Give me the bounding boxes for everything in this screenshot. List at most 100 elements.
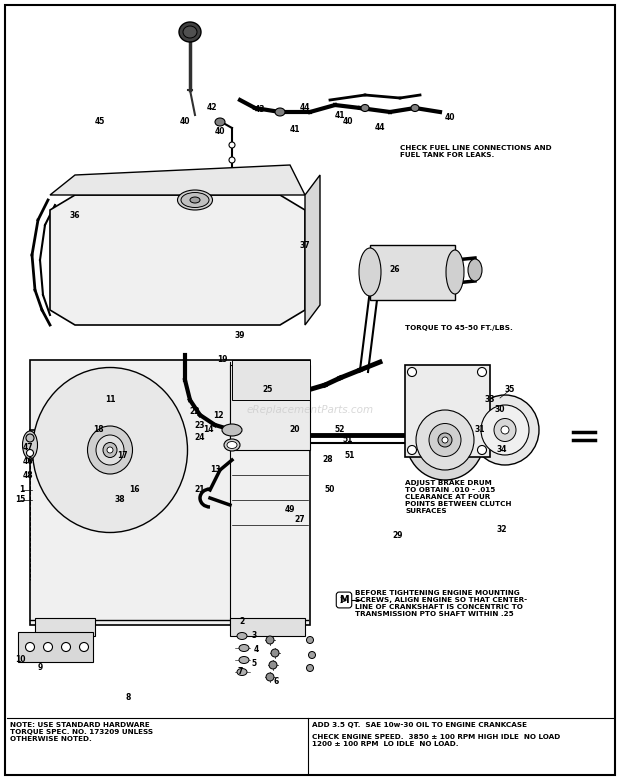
Text: 40: 40 bbox=[343, 118, 353, 126]
Text: 27: 27 bbox=[294, 516, 305, 524]
Ellipse shape bbox=[266, 673, 274, 681]
Ellipse shape bbox=[229, 142, 235, 148]
Text: 41: 41 bbox=[335, 111, 345, 119]
Ellipse shape bbox=[79, 643, 89, 651]
Text: 44: 44 bbox=[299, 104, 310, 112]
Text: 34: 34 bbox=[497, 445, 507, 455]
Text: 13: 13 bbox=[210, 466, 220, 474]
Ellipse shape bbox=[361, 105, 369, 112]
Ellipse shape bbox=[468, 259, 482, 281]
Ellipse shape bbox=[471, 395, 539, 465]
Text: 43: 43 bbox=[255, 105, 265, 115]
Text: 5: 5 bbox=[252, 658, 257, 668]
Ellipse shape bbox=[239, 657, 249, 664]
Ellipse shape bbox=[481, 405, 529, 455]
Ellipse shape bbox=[215, 118, 225, 126]
Ellipse shape bbox=[190, 197, 200, 203]
Bar bbox=[30, 360, 310, 625]
Text: 8: 8 bbox=[125, 693, 131, 703]
Bar bbox=[35, 618, 95, 636]
Ellipse shape bbox=[229, 157, 235, 163]
Ellipse shape bbox=[438, 433, 452, 447]
Text: 51: 51 bbox=[345, 451, 355, 459]
Text: 3: 3 bbox=[251, 632, 257, 640]
Text: CHECK ENGINE SPEED.  3850 ± 100 RPM HIGH IDLE  NO LOAD
1200 ± 100 RPM  LO IDLE  : CHECK ENGINE SPEED. 3850 ± 100 RPM HIGH … bbox=[312, 734, 560, 747]
Bar bbox=[405, 365, 490, 457]
Text: 12: 12 bbox=[213, 410, 223, 420]
Text: 2: 2 bbox=[239, 618, 245, 626]
Ellipse shape bbox=[406, 400, 484, 480]
Text: 42: 42 bbox=[206, 104, 217, 112]
Ellipse shape bbox=[87, 426, 133, 474]
Text: CHECK FUEL LINE CONNECTIONS AND
FUEL TANK FOR LEAKS.: CHECK FUEL LINE CONNECTIONS AND FUEL TAN… bbox=[400, 145, 552, 158]
Text: 24: 24 bbox=[195, 434, 205, 442]
Text: ADD 3.5 QT.  SAE 10w-30 OIL TO ENGINE CRANKCASE: ADD 3.5 QT. SAE 10w-30 OIL TO ENGINE CRA… bbox=[312, 722, 527, 728]
Text: 29: 29 bbox=[392, 530, 403, 540]
Text: 11: 11 bbox=[105, 395, 115, 405]
Ellipse shape bbox=[227, 441, 237, 448]
Bar bbox=[230, 365, 310, 450]
Ellipse shape bbox=[107, 447, 113, 453]
Polygon shape bbox=[50, 165, 305, 195]
Text: 39: 39 bbox=[235, 331, 246, 339]
Bar bbox=[232, 360, 310, 400]
Text: 41: 41 bbox=[290, 126, 300, 134]
Ellipse shape bbox=[96, 435, 124, 465]
Text: 22: 22 bbox=[190, 407, 200, 417]
Ellipse shape bbox=[177, 190, 213, 210]
Text: TORQUE TO 45-50 FT./LBS.: TORQUE TO 45-50 FT./LBS. bbox=[405, 325, 513, 331]
Text: 9: 9 bbox=[37, 664, 43, 672]
Text: 10: 10 bbox=[15, 655, 25, 665]
Text: 15: 15 bbox=[15, 495, 25, 505]
Text: 26: 26 bbox=[390, 265, 401, 275]
Ellipse shape bbox=[237, 668, 247, 675]
Text: 40: 40 bbox=[180, 118, 190, 126]
Text: 6: 6 bbox=[273, 678, 278, 686]
Text: 51: 51 bbox=[343, 435, 353, 445]
Text: 52: 52 bbox=[335, 426, 345, 434]
Text: NOTE: USE STANDARD HARDWARE
TORQUE SPEC. NO. 173209 UNLESS
OTHERWISE NOTED.: NOTE: USE STANDARD HARDWARE TORQUE SPEC.… bbox=[10, 722, 153, 742]
Text: 35: 35 bbox=[505, 385, 515, 395]
Text: 17: 17 bbox=[117, 451, 127, 459]
Polygon shape bbox=[305, 175, 320, 325]
Ellipse shape bbox=[271, 649, 279, 657]
Ellipse shape bbox=[224, 439, 240, 451]
Ellipse shape bbox=[306, 665, 314, 672]
Ellipse shape bbox=[306, 636, 314, 643]
Ellipse shape bbox=[22, 431, 37, 459]
Ellipse shape bbox=[237, 633, 247, 640]
Text: 4: 4 bbox=[254, 646, 259, 654]
Text: M: M bbox=[339, 595, 349, 605]
Ellipse shape bbox=[266, 636, 274, 644]
Ellipse shape bbox=[309, 651, 316, 658]
Ellipse shape bbox=[103, 442, 117, 458]
Text: 37: 37 bbox=[299, 240, 311, 250]
Text: 47: 47 bbox=[23, 444, 33, 452]
Text: 30: 30 bbox=[495, 406, 505, 414]
Text: 20: 20 bbox=[290, 426, 300, 434]
Ellipse shape bbox=[275, 108, 285, 116]
Ellipse shape bbox=[32, 367, 187, 533]
Text: 25: 25 bbox=[263, 385, 273, 395]
Text: 44: 44 bbox=[374, 123, 385, 133]
Ellipse shape bbox=[477, 367, 487, 377]
Text: 21: 21 bbox=[195, 485, 205, 495]
Polygon shape bbox=[50, 195, 305, 325]
Text: 46: 46 bbox=[23, 458, 33, 466]
Text: 36: 36 bbox=[69, 211, 80, 219]
Ellipse shape bbox=[179, 22, 201, 42]
Text: 32: 32 bbox=[497, 526, 507, 534]
Ellipse shape bbox=[494, 419, 516, 441]
Text: 1: 1 bbox=[19, 485, 25, 495]
Text: 38: 38 bbox=[115, 495, 125, 505]
Ellipse shape bbox=[477, 445, 487, 455]
Ellipse shape bbox=[407, 367, 417, 377]
Text: 7: 7 bbox=[237, 668, 242, 676]
Ellipse shape bbox=[442, 437, 448, 443]
Ellipse shape bbox=[359, 248, 381, 296]
Text: 50: 50 bbox=[325, 485, 335, 495]
Text: 40: 40 bbox=[215, 127, 225, 136]
Text: 40: 40 bbox=[445, 114, 455, 122]
Text: eReplacementParts.com: eReplacementParts.com bbox=[246, 405, 374, 415]
Ellipse shape bbox=[61, 643, 71, 651]
